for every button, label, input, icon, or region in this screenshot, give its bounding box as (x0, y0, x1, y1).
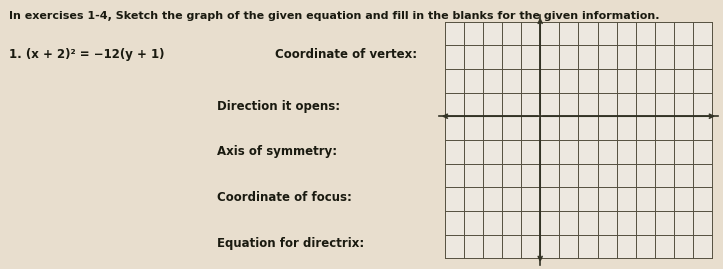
Text: Coordinate of vertex:: Coordinate of vertex: (275, 48, 417, 61)
Text: 1. (x + 2)² = −12(y + 1): 1. (x + 2)² = −12(y + 1) (9, 48, 164, 61)
Bar (445, 22, 712, 258)
Text: Equation for directrix:: Equation for directrix: (217, 237, 364, 250)
Text: Direction it opens:: Direction it opens: (217, 100, 340, 112)
Text: Coordinate of focus:: Coordinate of focus: (217, 191, 352, 204)
Text: In exercises 1-4, Sketch the graph of the given equation and fill in the blanks : In exercises 1-4, Sketch the graph of th… (9, 11, 659, 21)
Text: Axis of symmetry:: Axis of symmetry: (217, 145, 337, 158)
